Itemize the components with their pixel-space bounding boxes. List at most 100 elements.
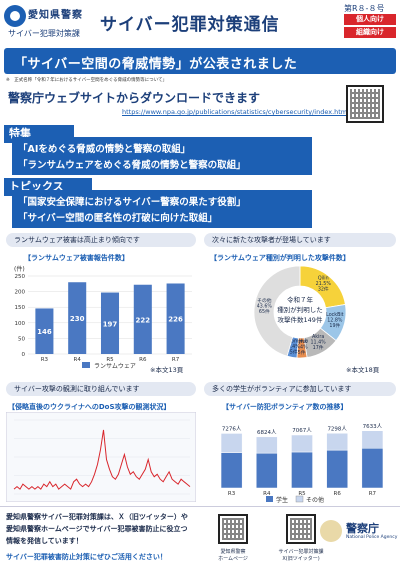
bar-y-tick: 200 bbox=[15, 290, 26, 296]
topics-box bbox=[12, 190, 312, 228]
headline-note: ※ 正式名称「令和７年におけるサイバー空間をめぐる脅威の情勢等について」 bbox=[6, 78, 167, 83]
stack-total-label: 7067人 bbox=[292, 427, 312, 434]
bar-x-tick: R6 bbox=[139, 357, 147, 363]
stack-total-label: 7276人 bbox=[222, 425, 242, 432]
topic-item: 「サイバー空間の匿名性の打破に向けた取組」 bbox=[18, 213, 218, 224]
stack-x-tick: R4 bbox=[263, 491, 271, 497]
pie-center-line: 種別が判明した bbox=[277, 305, 323, 314]
bar bbox=[35, 308, 54, 354]
stack-legend-swatch bbox=[295, 495, 304, 503]
bar-value-label: 146 bbox=[37, 328, 52, 336]
stack-total-label: 6824人 bbox=[257, 429, 277, 436]
features-box bbox=[12, 137, 312, 175]
footer-line: サイバー犯罪被害防止対策にぜひご活用ください！ bbox=[6, 553, 167, 561]
bar bbox=[68, 282, 87, 354]
stacked-bar-segment bbox=[255, 436, 278, 454]
bar-panel-pill: ランサムウェア被害は高止まり傾向です bbox=[6, 233, 196, 247]
pie-chart-title: 【ランサムウェア種別が判明した攻撃件数】 bbox=[210, 254, 350, 262]
bar-value-label: 197 bbox=[103, 320, 118, 328]
footer-line: 愛知県警察サイバー犯罪対策課は、Ｘ（旧ツイッター）や bbox=[6, 513, 188, 521]
bar-x-tick: R5 bbox=[106, 357, 114, 363]
stacked-bar-segment bbox=[291, 451, 313, 489]
pie-slice-label: LockBit 12.8% 19件 bbox=[326, 312, 344, 329]
stack-x-tick: R7 bbox=[369, 491, 377, 497]
stacked-bar-segment bbox=[326, 433, 349, 451]
bar-chart-title: 【ランサムウェア被害報告件数】 bbox=[24, 254, 129, 262]
stacked-bar-segment bbox=[220, 433, 243, 453]
agency-logo: 警察庁 bbox=[346, 522, 379, 535]
stack-total-label: 7298人 bbox=[327, 425, 347, 432]
bar-x-tick: R7 bbox=[172, 357, 180, 363]
pie-slice-label: Qilin 21.5% 32件 bbox=[316, 276, 332, 293]
qr-x-label: サイバー犯罪対策課 X(旧ツイッター) bbox=[278, 549, 324, 562]
bar-value-label: 222 bbox=[135, 316, 150, 324]
pie-panel-pill: 次々に新たな攻撃者が登場しています bbox=[204, 233, 396, 247]
bar-page-note: ※本文13頁 bbox=[150, 366, 184, 374]
feature-item: 「ランサムウェアをめぐる脅威の情勢と警察の取組」 bbox=[18, 160, 246, 171]
bar bbox=[133, 284, 152, 354]
stack-panel-pill: 多くの学生がボランティアに参加しています bbox=[204, 382, 396, 396]
stacked-bar-segment bbox=[361, 448, 384, 489]
line-panel-pill: サイバー攻撃の観測に取り組んでいます bbox=[6, 382, 196, 396]
footer-line: 愛知県警察ホームページでサイバー犯罪被害防止に役立つ bbox=[6, 525, 188, 533]
pie-center-line: 令和７年 bbox=[287, 295, 314, 304]
qr-code-icon bbox=[218, 514, 248, 544]
stack-chart-title: 【サイバー防犯ボランティア数の推移】 bbox=[222, 403, 348, 411]
police-logo-icon bbox=[4, 5, 26, 27]
stack-x-tick: R6 bbox=[334, 491, 342, 497]
bar-y-tick: 250 bbox=[15, 274, 26, 280]
bar-value-label: 226 bbox=[168, 316, 183, 324]
line-chart-title: 【侵略直後のウクライナへのDoS攻撃の観測状況】 bbox=[8, 403, 171, 411]
bar-y-tick: 150 bbox=[15, 305, 26, 311]
stacked-bar-segment bbox=[291, 434, 313, 453]
ransomware-bar-chart: (件) 0 50 100 150 200 250 146 R3 230 R4 197 R5 222 R6… bbox=[14, 265, 192, 370]
bar-y-tick: 0 bbox=[22, 352, 26, 358]
stack-legend-swatch bbox=[266, 496, 273, 502]
bar-x-tick: R3 bbox=[41, 357, 49, 363]
org-sub: サイバー犯罪対策課 bbox=[8, 29, 80, 38]
footer-line: 情報を発信しています！ bbox=[6, 537, 83, 545]
bar-y-tick: 50 bbox=[18, 336, 25, 342]
bar-unit-label: (件) bbox=[14, 265, 25, 273]
bar bbox=[100, 292, 120, 354]
stack-legend-label: その他 bbox=[306, 496, 324, 504]
stack-x-tick: R3 bbox=[228, 491, 236, 497]
bar bbox=[166, 283, 185, 354]
pie-slice-label: RansomHub 3.4% 5件 bbox=[279, 338, 308, 355]
org-name: 愛知県警察 bbox=[28, 10, 83, 21]
bar-y-tick: 100 bbox=[15, 321, 26, 327]
mascot-icon bbox=[320, 520, 342, 542]
pie-slice bbox=[253, 265, 301, 357]
bar-legend-swatch bbox=[82, 362, 90, 368]
volunteer-stacked-chart: 7276人 R3 6824人 R4 7067人 R5 7298人 R6 7633人 R7 学生 そ… bbox=[220, 423, 384, 504]
qr-code-icon bbox=[346, 85, 384, 123]
qr-homepage-label: 愛知県警察 ホームページ bbox=[218, 549, 248, 562]
pie-center-line: 攻撃件数149件 bbox=[278, 315, 323, 324]
tag-individual: 個人向け bbox=[344, 14, 396, 25]
feature-item: 「AIをめぐる脅威の情勢と警察の取組」 bbox=[18, 144, 191, 155]
download-title: 警察庁ウェブサイトからダウンロードできます bbox=[8, 91, 261, 105]
dos-line-chart bbox=[6, 412, 196, 502]
page-title: サイバー犯罪対策通信 bbox=[100, 15, 280, 35]
stack-x-tick: R5 bbox=[298, 491, 306, 497]
pie-slice-label: その他 43.6% 65件 bbox=[257, 297, 273, 315]
dos-series-line bbox=[13, 429, 191, 490]
bar-value-label: 230 bbox=[70, 315, 85, 323]
agency-logo-en: National Police Agency bbox=[346, 535, 398, 540]
pie-slice-label: Lynx 3.4% 5件 bbox=[295, 339, 308, 356]
bar-legend-label: ランサムウェア bbox=[94, 362, 136, 370]
bar-x-tick: R4 bbox=[74, 357, 82, 363]
npa-url-link[interactable]: https://www.npa.go.jp/publications/stati… bbox=[122, 108, 349, 116]
headline-banner bbox=[4, 48, 396, 74]
stacked-bar-segment bbox=[220, 452, 243, 489]
stack-total-label: 7633人 bbox=[363, 423, 383, 430]
tag-organization: 組織向け bbox=[344, 27, 396, 38]
qr-code-icon bbox=[286, 514, 316, 544]
stacked-bar-segment bbox=[255, 452, 278, 489]
issue-number: 第R８-８号 bbox=[344, 4, 385, 13]
pie-slice-label: Akira 11.4% 17件 bbox=[310, 334, 326, 351]
pie-page-note: ※本文18頁 bbox=[346, 366, 380, 374]
stacked-bar-segment bbox=[326, 449, 349, 489]
stacked-bar-segment bbox=[361, 430, 384, 449]
